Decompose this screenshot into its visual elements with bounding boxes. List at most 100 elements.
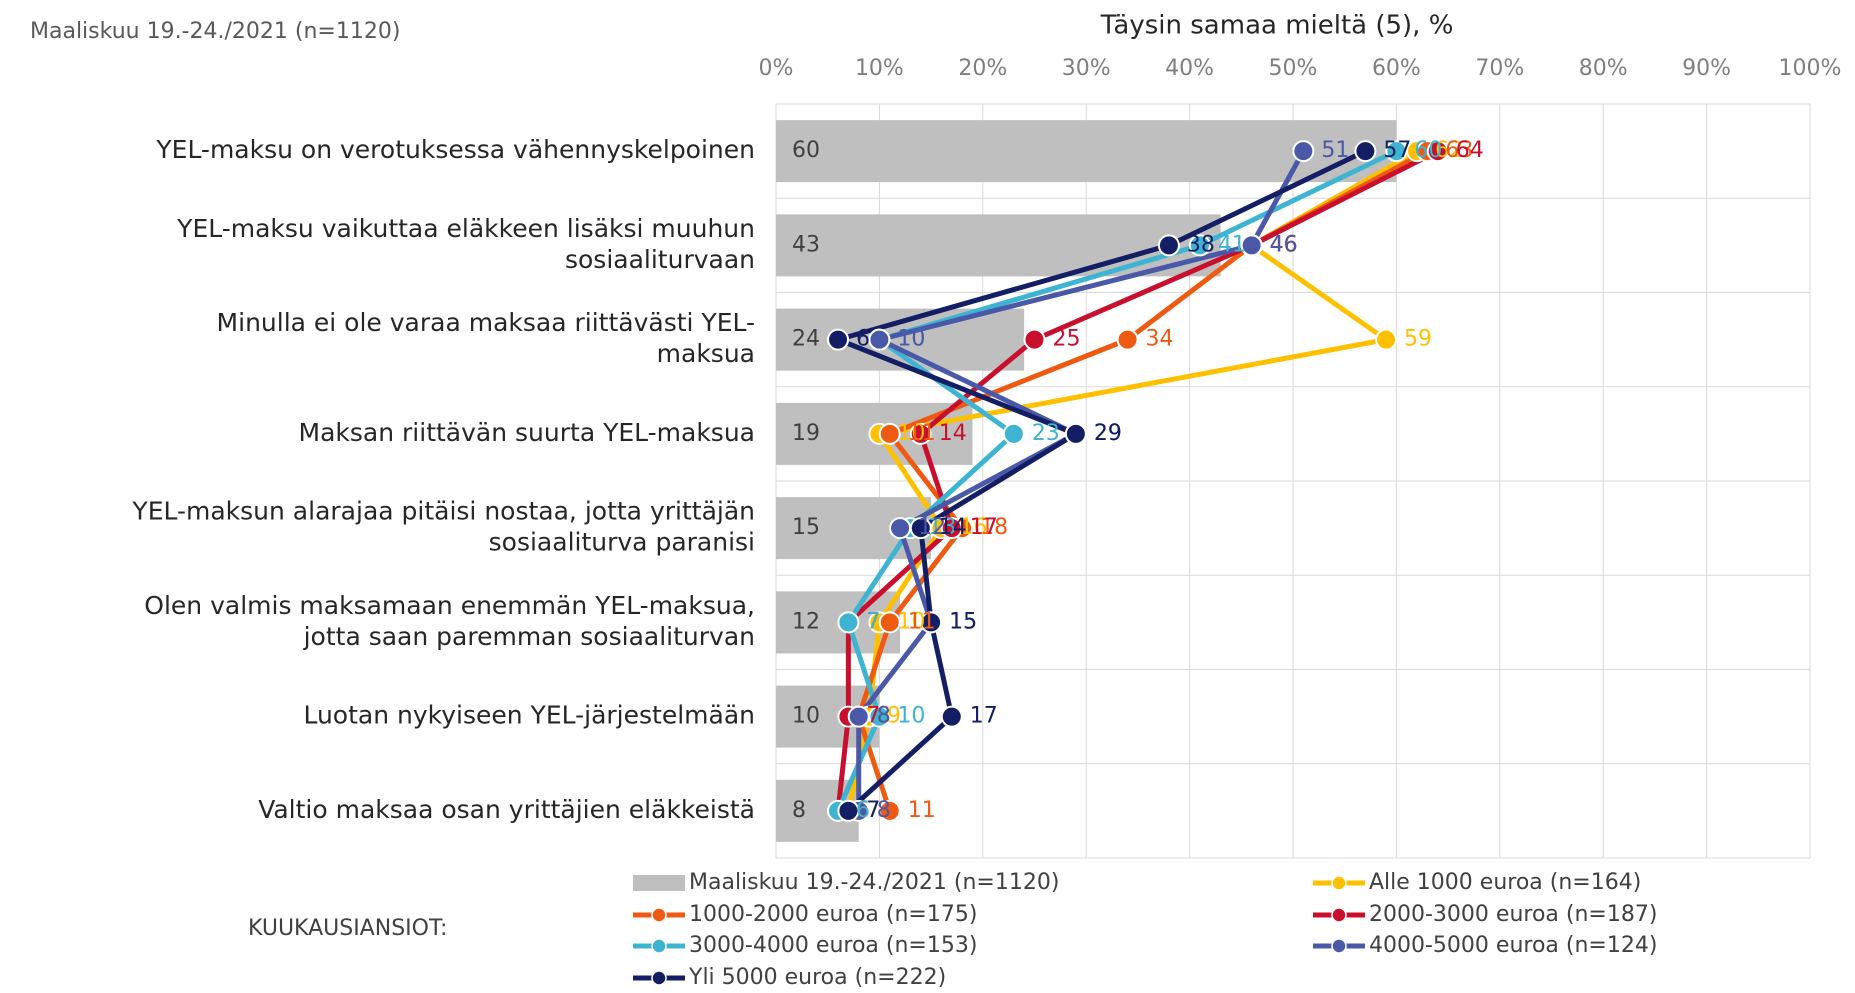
series-label: 10 (897, 327, 925, 352)
bar-label: 43 (792, 232, 820, 257)
series-label: 38 (1187, 232, 1215, 257)
bar-label: 8 (792, 798, 806, 823)
category-line: sosiaaliturva paranisi (489, 528, 755, 557)
category-label: YEL-maksu on verotuksessa vähennyskelpoi… (155, 135, 755, 164)
series-marker (940, 705, 963, 728)
bar-label: 10 (792, 704, 820, 729)
category-line: Luotan nykyiseen YEL-järjestelmään (303, 701, 755, 730)
bar-label: 60 (792, 138, 820, 163)
x-tick-label: 10% (855, 56, 904, 81)
series-label: 6 (856, 798, 870, 823)
category-line: YEL-maksu vaikuttaa eläkkeen lisäksi muu… (176, 214, 755, 243)
series-label: 62 (1435, 138, 1463, 163)
series-line (835, 148, 1367, 813)
series-label: 64 (1456, 138, 1484, 163)
series-label: 46 (1270, 232, 1298, 257)
series-marker (827, 328, 850, 351)
series-label: 17 (970, 704, 998, 729)
series-marker (909, 422, 932, 445)
bar-label: 12 (792, 609, 820, 634)
category-line: sosiaaliturvaan (565, 245, 755, 274)
category-label: Maksan riittävän suurta YEL-maksua (299, 418, 755, 447)
x-tick-label: 50% (1269, 56, 1318, 81)
category-line: YEL-maksun alarajaa pitäisi nostaa, jott… (131, 497, 755, 526)
series-label: 7 (866, 798, 880, 823)
series-marker (878, 611, 901, 634)
legend-marker (1331, 875, 1347, 891)
series-label: 6 (856, 798, 870, 823)
x-tick-label: 40% (1165, 56, 1214, 81)
category-label: YEL-maksu vaikuttaa eläkkeen lisäksi muu… (176, 214, 755, 274)
x-tick-label: 80% (1579, 56, 1628, 81)
series-line (835, 148, 1398, 812)
series-marker (1023, 328, 1046, 351)
category-label: Luotan nykyiseen YEL-järjestelmään (303, 701, 755, 730)
series-marker (1116, 328, 1139, 351)
series-label: 29 (1094, 421, 1122, 446)
series-marker (1188, 234, 1211, 257)
series-marker (868, 328, 891, 351)
series-marker (837, 611, 860, 634)
legend-marker (1331, 938, 1347, 954)
legend-label: Alle 1000 euroa (n=164) (1369, 870, 1641, 895)
series-label: 51 (1321, 138, 1349, 163)
series-label: 9 (887, 704, 901, 729)
legend-label: Yli 5000 euroa (n=222) (688, 965, 946, 990)
series-marker (920, 611, 943, 634)
series-marker (1002, 422, 1025, 445)
series-marker (847, 705, 870, 728)
x-tick-label: 30% (1062, 56, 1111, 81)
series-label: 10 (897, 609, 925, 634)
legend-marker (651, 907, 667, 923)
legend-label: 3000-4000 euroa (n=153) (689, 933, 977, 958)
legend-marker (651, 938, 667, 954)
series-label: 15 (949, 609, 977, 634)
series-label: 10 (897, 704, 925, 729)
series-marker (1354, 140, 1377, 163)
series-marker (837, 799, 860, 822)
category-label: YEL-maksun alarajaa pitäisi nostaa, jott… (131, 497, 755, 557)
series-label: 8 (877, 704, 891, 729)
series-marker (889, 517, 912, 540)
series-label: 16 (959, 515, 987, 540)
category-label: Minulla ei ole varaa maksaa riittävästi … (217, 308, 755, 368)
series-marker (1426, 140, 1449, 163)
series-marker (1385, 140, 1408, 163)
series-label: 7 (866, 704, 880, 729)
series-label: 46 (1270, 232, 1298, 257)
series-label: 63 (1445, 138, 1473, 163)
legend-label: 2000-3000 euroa (n=187) (1369, 902, 1657, 927)
series-line (856, 149, 1306, 811)
series-marker (940, 517, 963, 540)
x-tick-label: 70% (1475, 56, 1524, 81)
series-label: 12 (918, 515, 946, 540)
series-label: 11 (908, 421, 936, 446)
legend-label: 1000-2000 euroa (n=175) (689, 902, 977, 927)
series-label: 6 (856, 327, 870, 352)
legend-label: Maaliskuu 19.-24./2021 (n=1120) (689, 870, 1059, 895)
series-label: 13 (928, 515, 956, 540)
series-label: 46 (1270, 232, 1298, 257)
bar-label: 24 (792, 327, 820, 352)
series-marker (1064, 422, 1087, 445)
series-label: 11 (908, 609, 936, 634)
series-label: 7 (866, 609, 880, 634)
series-line (835, 148, 1439, 812)
chart-title: Täysin samaa mieltä (5), % (1100, 11, 1454, 41)
bar-label: 19 (792, 421, 820, 446)
series-label: 14 (939, 421, 967, 446)
series-label: 41 (1218, 232, 1246, 257)
bar (776, 214, 1221, 277)
bar-label: 15 (792, 515, 820, 540)
series-marker (1292, 140, 1315, 163)
series-label: 8 (877, 704, 891, 729)
series-label: 60 (1414, 138, 1442, 163)
series-label: 23 (1032, 421, 1060, 446)
series-marker (1375, 328, 1398, 351)
x-tick-label: 0% (759, 56, 794, 81)
category-line: Maksan riittävän suurta YEL-maksua (299, 418, 755, 447)
series-line (856, 148, 1429, 812)
series-label: 29 (1094, 421, 1122, 446)
series-label: 11 (908, 798, 936, 823)
category-line: Minulla ei ole varaa maksaa riittävästi … (217, 308, 755, 337)
